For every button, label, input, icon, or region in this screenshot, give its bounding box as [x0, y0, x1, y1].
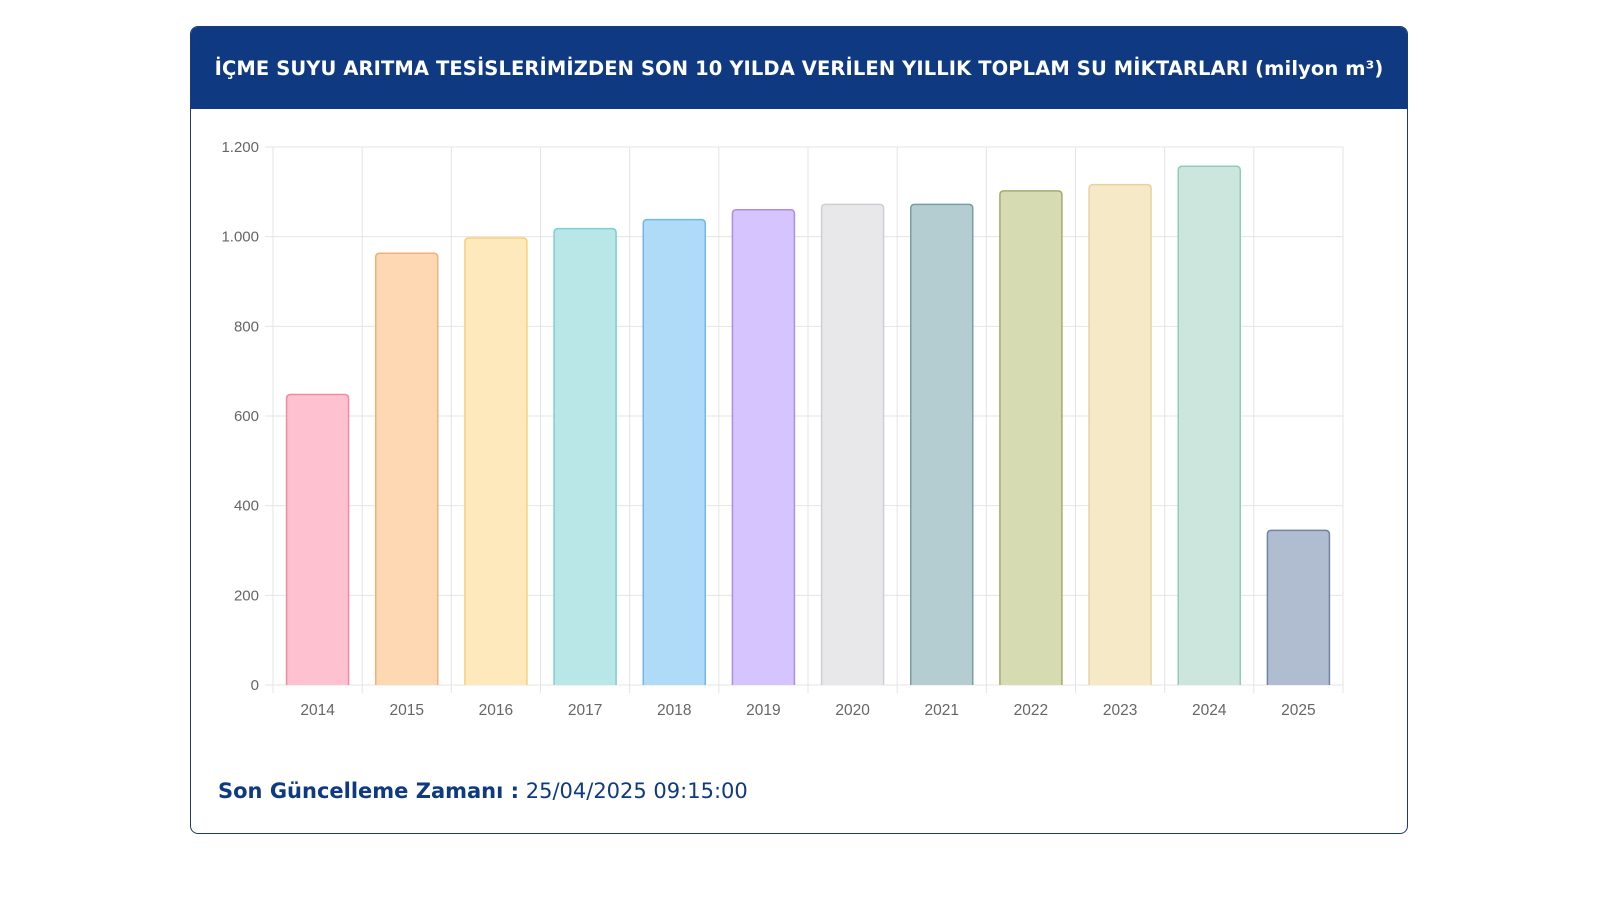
x-tick-label: 2014 [300, 702, 335, 719]
last-updated-value: 25/04/2025 09:15:00 [525, 779, 748, 803]
chart-card: İÇME SUYU ARITMA TESİSLERİMİZDEN SON 10 … [190, 26, 1408, 834]
bar-2023[interactable] [1088, 183, 1152, 685]
y-tick-label: 600 [234, 408, 259, 425]
x-tick-label: 2018 [657, 702, 691, 719]
bar-2022[interactable] [999, 190, 1063, 685]
x-tick-label: 2017 [568, 702, 602, 719]
grid-lines [265, 146, 1344, 693]
bar-2020[interactable] [820, 203, 885, 685]
x-tick-label: 2020 [835, 702, 870, 719]
bar-2014[interactable] [285, 393, 350, 685]
y-tick-label: 200 [234, 587, 259, 604]
x-tick-label: 2021 [925, 702, 959, 719]
bar-2018[interactable] [642, 218, 706, 685]
chart-title: İÇME SUYU ARITMA TESİSLERİMİZDEN SON 10 … [214, 56, 1384, 80]
x-tick-label: 2015 [390, 702, 424, 719]
bar-2017[interactable] [553, 227, 617, 685]
card-header: İÇME SUYU ARITMA TESİSLERİMİZDEN SON 10 … [191, 27, 1407, 109]
x-tick-label: 2019 [746, 702, 780, 719]
y-tick-label: 1.000 [221, 229, 259, 246]
bar-2021[interactable] [910, 203, 974, 685]
y-tick-label: 0 [251, 677, 259, 694]
x-tick-label: 2022 [1014, 702, 1048, 719]
bar-2024[interactable] [1177, 165, 1241, 685]
bar-2025[interactable] [1266, 529, 1331, 685]
y-tick-label: 1.200 [221, 139, 259, 156]
y-tick-label: 400 [234, 498, 259, 515]
last-updated: Son Güncelleme Zamanı : 25/04/2025 09:15… [218, 779, 748, 803]
bar-2015[interactable] [375, 252, 439, 685]
y-tick-label: 800 [234, 318, 259, 335]
last-updated-label: Son Güncelleme Zamanı : [218, 779, 520, 803]
x-tick-label: 2025 [1281, 702, 1315, 719]
x-tick-label: 2023 [1103, 702, 1137, 719]
bar-chart: 0 200 400 600 800 1.000 1.200 2014 2015 2016 2017… [221, 139, 1344, 719]
bar-2016[interactable] [464, 237, 528, 685]
chart-area: 0 200 400 600 800 1.000 1.200 2014 2015 2016 2017… [191, 109, 1407, 749]
bars [285, 165, 1331, 685]
x-tick-label: 2024 [1192, 702, 1227, 719]
x-tick-label: 2016 [479, 702, 513, 719]
y-axis: 0 200 400 600 800 1.000 1.200 [221, 139, 259, 694]
bar-2019[interactable] [731, 209, 796, 685]
x-axis: 2014 2015 2016 2017 2018 2019 2020 2021 2022 2023… [300, 702, 1315, 719]
